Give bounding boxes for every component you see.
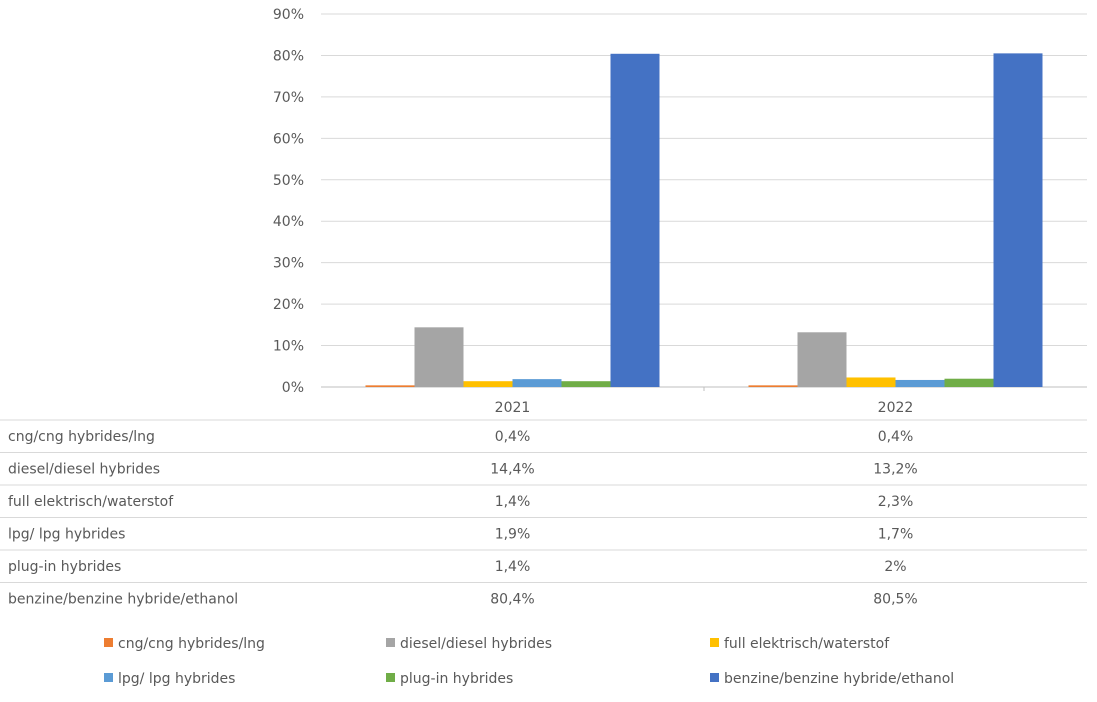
table-row-label: plug-in hybrides	[8, 559, 121, 575]
y-tick-label: 30%	[273, 256, 304, 272]
bar	[846, 377, 896, 387]
bar	[414, 327, 464, 387]
table-cell: 1,9%	[495, 527, 531, 543]
y-tick-label: 10%	[273, 339, 304, 355]
y-tick-label: 0%	[282, 380, 304, 396]
bar	[748, 385, 798, 387]
bar	[797, 332, 847, 387]
legend-swatch	[386, 638, 395, 647]
legend-label: cng/cng hybrides/lng	[118, 636, 265, 652]
table-cell: 1,4%	[495, 494, 531, 510]
table-row-label: diesel/diesel hybrides	[8, 462, 160, 478]
y-tick-label: 50%	[273, 173, 304, 189]
table-cell: 80,5%	[873, 592, 917, 608]
bar	[463, 381, 513, 387]
bar	[944, 378, 994, 387]
legend-label: benzine/benzine hybride/ethanol	[724, 671, 954, 687]
legend-swatch	[104, 673, 113, 682]
table-cell: 13,2%	[873, 462, 917, 478]
table-cell: 0,4%	[495, 429, 531, 445]
table-row-label: full elektrisch/waterstof	[8, 494, 174, 510]
legend-swatch	[104, 638, 113, 647]
table-row-label: cng/cng hybrides/lng	[8, 429, 155, 445]
category-label: 2021	[495, 400, 531, 416]
y-axis-ticks: 0% 10% 20% 30% 40% 50% 60% 70% 80% 90%	[273, 7, 304, 396]
table-row-label: lpg/ lpg hybrides	[8, 527, 125, 543]
legend-swatch	[710, 673, 719, 682]
table-cell: 2,3%	[878, 494, 914, 510]
table-cell: 14,4%	[490, 462, 534, 478]
table-cell: 1,7%	[878, 527, 914, 543]
bar	[365, 385, 415, 387]
y-tick-label: 40%	[273, 214, 304, 230]
legend-swatch	[710, 638, 719, 647]
bar	[895, 379, 945, 387]
legend: cng/cng hybrides/lng diesel/diesel hybrid…	[104, 636, 954, 687]
y-tick-label: 90%	[273, 7, 304, 23]
legend-label: lpg/ lpg hybrides	[118, 671, 235, 687]
legend-label: plug-in hybrides	[400, 671, 513, 687]
table-cell: 80,4%	[490, 592, 534, 608]
bar	[561, 381, 611, 387]
table-row-label: benzine/benzine hybride/ethanol	[8, 592, 238, 608]
category-label: 2022	[878, 400, 914, 416]
data-table: 2021 2022 cng/cng hybrides/lng 0,4% 0,4% dies…	[0, 387, 1087, 608]
legend-label: diesel/diesel hybrides	[400, 636, 552, 652]
bar	[993, 53, 1043, 387]
bar	[512, 379, 562, 387]
bars	[365, 53, 1043, 387]
legend-swatch	[386, 673, 395, 682]
bar	[610, 53, 660, 387]
legend-label: full elektrisch/waterstof	[724, 636, 890, 652]
y-tick-label: 70%	[273, 90, 304, 106]
table-cell: 1,4%	[495, 559, 531, 575]
table-cell: 2%	[884, 559, 906, 575]
y-tick-label: 80%	[273, 48, 304, 64]
y-tick-label: 60%	[273, 131, 304, 147]
y-tick-label: 20%	[273, 297, 304, 313]
table-cell: 0,4%	[878, 429, 914, 445]
